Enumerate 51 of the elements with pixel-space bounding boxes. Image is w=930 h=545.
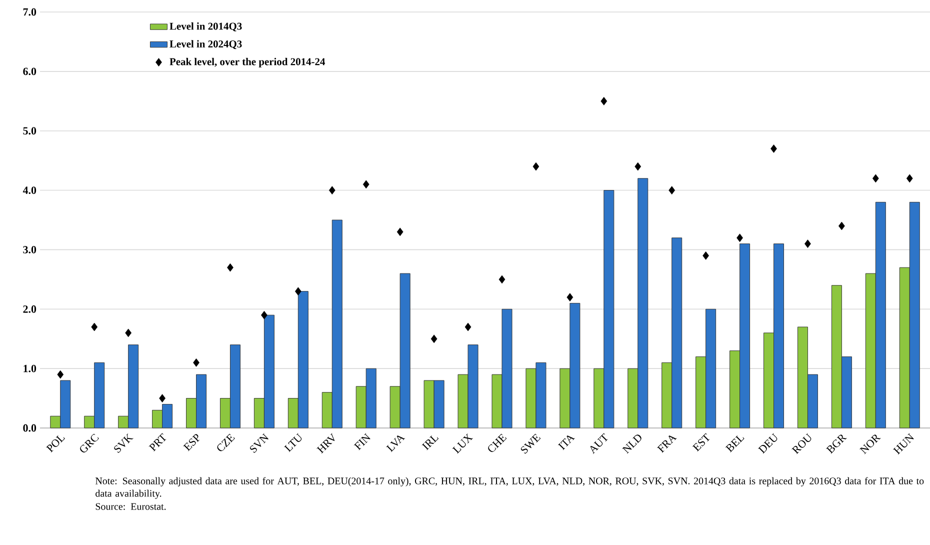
x-tick-label: FRA	[657, 435, 677, 453]
x-tick-label: LVA	[386, 435, 406, 452]
x-tick-label: BEL	[725, 435, 744, 452]
point	[566, 293, 574, 302]
x-tick-label: IRL	[422, 435, 439, 450]
point	[736, 234, 743, 242]
legend-label: Level in 2024Q3	[170, 40, 242, 50]
x-tick-label: ITA	[558, 435, 575, 450]
y-tick-label: 6.0	[23, 68, 36, 76]
text: Note: Seasonally adjusted data are used for AUT, BEL, DEU(2014-17 only), GRC, HUN, IRL, ITA, LUX, LVA, NLD, NOR, ROU, SVK, SVN. 2014Q3 data is replaced by 2016Q3 data for ITA due to data availability.	[95, 477, 924, 499]
point	[91, 322, 98, 332]
point	[668, 186, 676, 194]
y-tick-label: 2.0	[23, 305, 36, 313]
x-tick-label: CZE	[217, 434, 235, 452]
y-tick-label: 3.0	[23, 246, 36, 254]
point	[362, 180, 370, 189]
x-tick-label: POL	[46, 435, 65, 452]
x-tick-label: CHE	[488, 434, 507, 452]
point	[328, 186, 336, 194]
point	[430, 334, 438, 344]
point	[159, 394, 166, 402]
point	[804, 240, 811, 248]
point	[193, 358, 200, 367]
point	[294, 287, 302, 296]
point	[396, 228, 404, 236]
y-tick-label: 7.0	[23, 8, 36, 16]
legend-label: Peak level, over the period 2014-24	[170, 58, 326, 68]
x-tick-label: FIN	[354, 433, 370, 450]
point	[227, 263, 234, 272]
legend-label: Level in 2014Q3	[170, 22, 242, 32]
y-tick-label: 0.0	[23, 424, 36, 432]
y-tick-label: 1.0	[24, 364, 36, 372]
point	[770, 144, 777, 153]
point	[498, 275, 506, 284]
x-tick-label: EST	[692, 433, 710, 452]
point	[906, 174, 913, 183]
x-tick-label: PRT	[148, 433, 166, 452]
point	[600, 96, 608, 106]
point	[464, 322, 472, 332]
point	[634, 162, 642, 171]
y-tick-label: 5.0	[23, 127, 36, 135]
source-note: Source: Eurostat.	[96, 503, 166, 510]
point	[125, 328, 132, 338]
y-tick-label: 4.0	[22, 186, 36, 194]
point	[532, 162, 540, 171]
point	[702, 251, 709, 260]
point	[57, 370, 64, 379]
point	[872, 174, 879, 183]
point	[838, 222, 845, 230]
point	[261, 310, 268, 320]
x-tick-label: ESP	[183, 434, 200, 452]
